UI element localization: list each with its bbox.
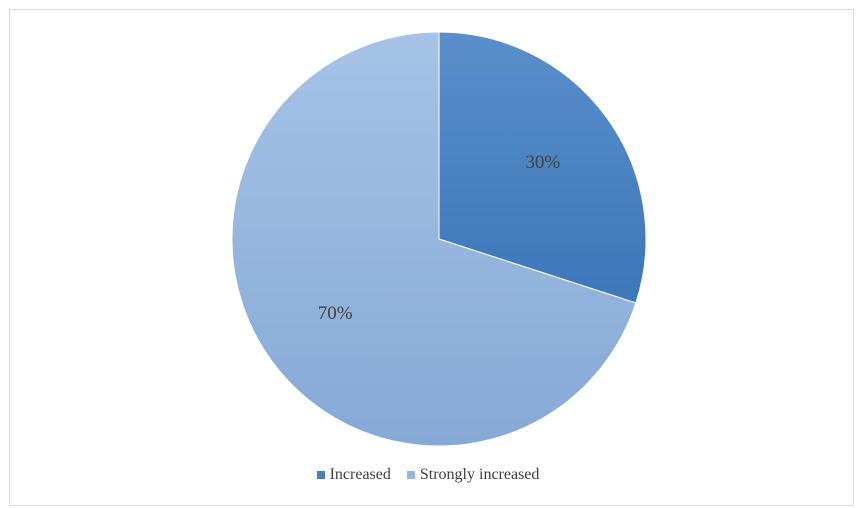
legend: Increased Strongly increased xyxy=(0,466,856,484)
legend-label-strongly-increased: Strongly increased xyxy=(419,466,540,483)
legend-item-strongly-increased: Strongly increased xyxy=(406,466,540,484)
data-label-increased: 30% xyxy=(525,152,560,173)
legend-swatch-increased xyxy=(316,471,325,479)
legend-label-increased: Increased xyxy=(329,466,391,483)
legend-item-increased: Increased xyxy=(316,466,391,484)
pie-slice-increased xyxy=(438,31,647,304)
pie-slice-strongly-increased xyxy=(231,31,637,447)
legend-swatch-strongly-increased xyxy=(406,471,415,479)
pie-data-labels: 30% 70% xyxy=(318,152,561,324)
data-label-strongly-increased: 70% xyxy=(318,303,353,324)
pie-slices xyxy=(231,31,647,447)
